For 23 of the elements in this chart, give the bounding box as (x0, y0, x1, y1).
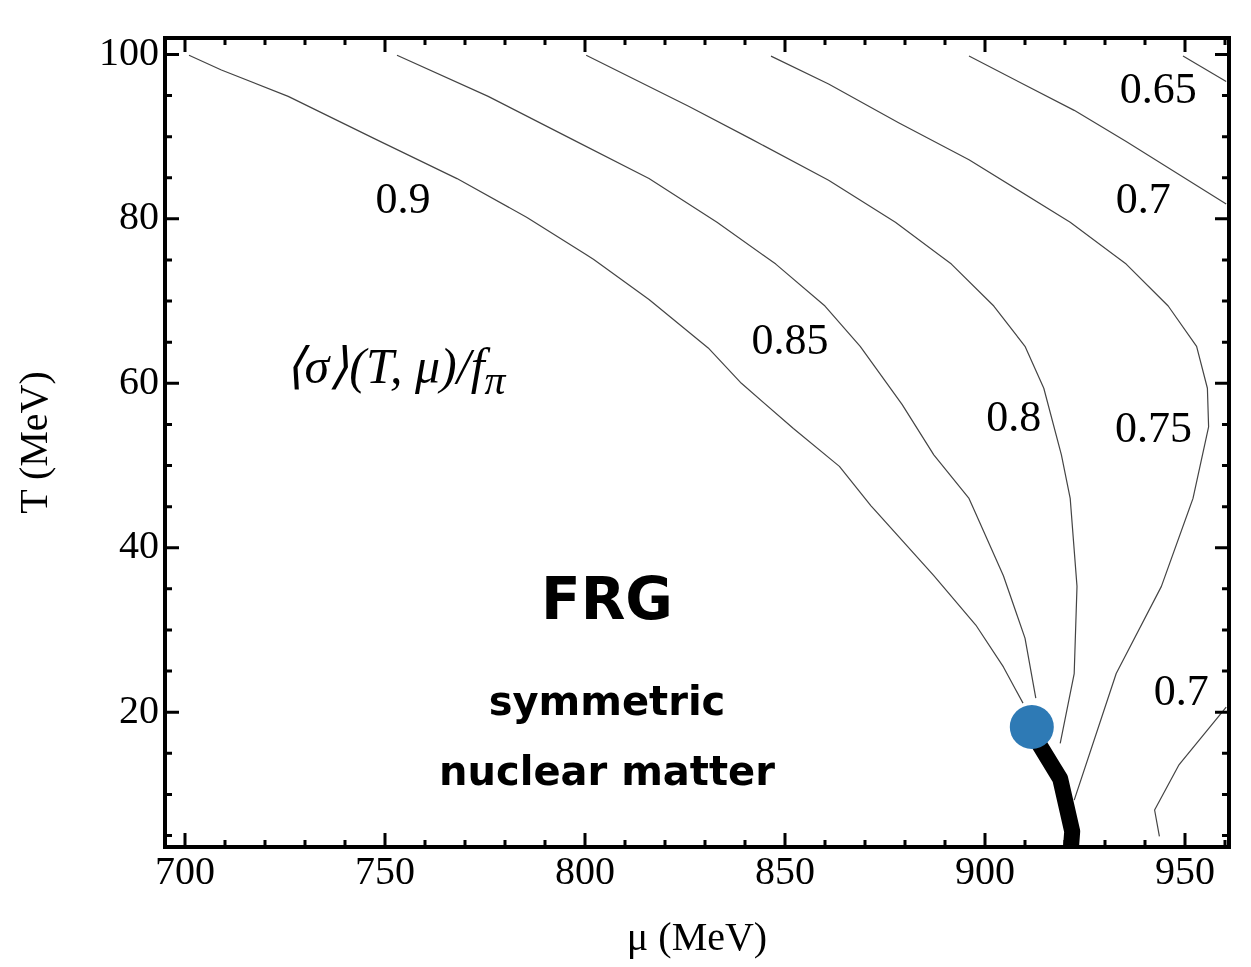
y-tick-label: 100 (99, 28, 159, 74)
series-label: 0.8 (986, 391, 1042, 441)
series-label: 0.65 (1119, 64, 1197, 114)
annotation: symmetric nuclear matter (438, 677, 776, 796)
x-tick-label: 700 (155, 847, 215, 893)
series-label: 0.75 (1115, 403, 1193, 453)
x-tick-label: 950 (1155, 847, 1215, 893)
annotation: FRG (540, 564, 674, 636)
x-tick-label: 900 (955, 847, 1015, 893)
series-label: 0.7 (1115, 173, 1171, 223)
y-tick-label: 80 (119, 193, 159, 239)
series-label: 0.85 (751, 314, 829, 364)
x-axis-title: μ (MeV) (626, 913, 768, 959)
y-tick-label: 40 (119, 522, 159, 568)
x-tick-label: 800 (555, 847, 615, 893)
y-tick-label: 60 (119, 357, 159, 403)
y-tick-label: 20 (119, 686, 159, 732)
series-label: 0.9 (375, 174, 431, 224)
x-tick-label: 750 (355, 847, 415, 893)
y-axis-title: T (MeV) (10, 371, 56, 514)
series-label: 0.7 (1153, 665, 1209, 715)
annotation: ⟨σ⟩(T, μ)/f$_{π}$ (284, 336, 506, 404)
x-tick-label: 850 (755, 847, 815, 893)
